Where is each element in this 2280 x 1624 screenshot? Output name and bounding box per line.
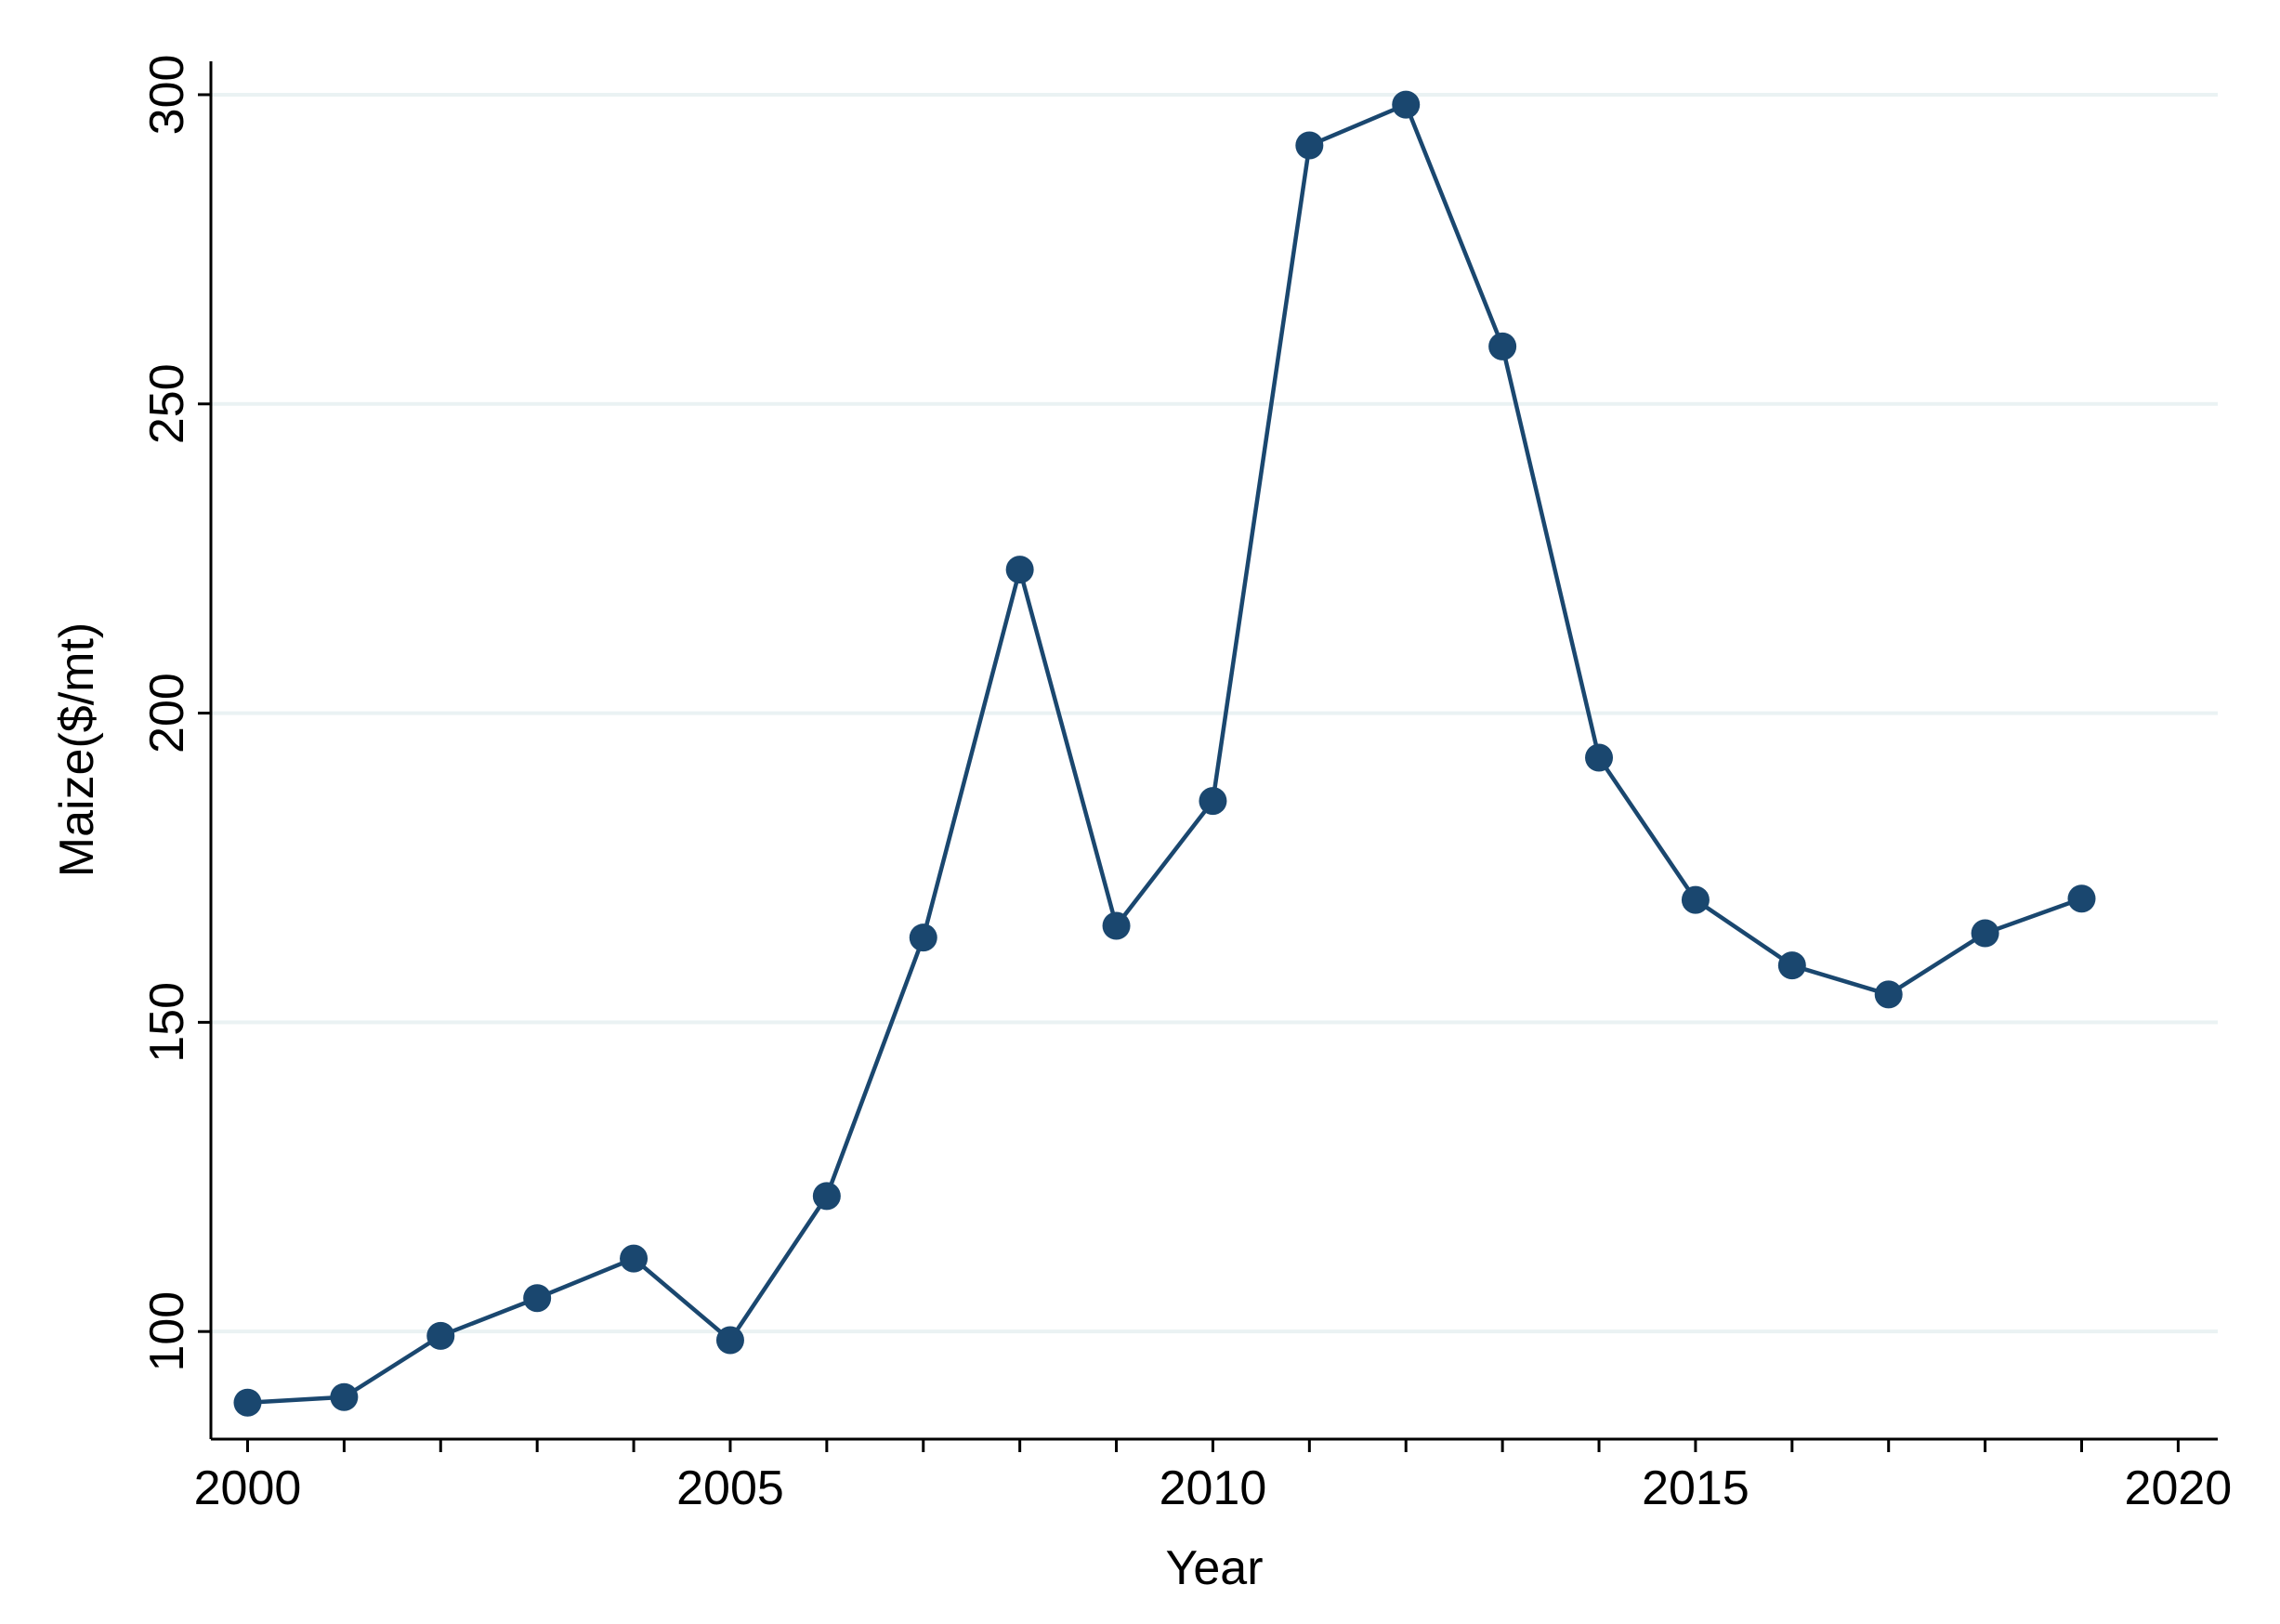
x-tick-label: 2015 <box>1642 1461 1749 1515</box>
marker <box>1199 787 1227 816</box>
marker <box>715 1326 744 1355</box>
y-tick-label: 100 <box>140 1291 194 1372</box>
marker <box>909 923 937 952</box>
x-tick-label: 2020 <box>2125 1461 2233 1515</box>
marker <box>523 1284 552 1313</box>
marker <box>1102 911 1131 940</box>
marker <box>330 1382 359 1411</box>
x-tick-label: 2005 <box>676 1461 784 1515</box>
x-tick-label: 2010 <box>1160 1461 1267 1515</box>
marker <box>812 1182 841 1211</box>
marker <box>426 1321 455 1350</box>
marker <box>233 1388 262 1417</box>
series-line <box>247 101 2083 1405</box>
marker <box>1295 131 1324 160</box>
marker <box>1392 90 1421 119</box>
y-tick-label: 250 <box>140 363 194 444</box>
y-tick-label: 300 <box>140 55 194 136</box>
x-axis-title: Year <box>1165 1541 1263 1595</box>
y-tick-label: 150 <box>140 982 194 1063</box>
marker <box>1777 951 1806 980</box>
marker <box>1005 556 1034 584</box>
marker <box>1971 919 1999 948</box>
y-axis-title: Maize($/mt) <box>50 622 104 877</box>
marker <box>1874 980 1903 1009</box>
marker <box>1681 885 1710 914</box>
marker <box>1488 332 1517 360</box>
marker <box>620 1244 649 1273</box>
marker <box>2067 884 2096 913</box>
y-tick-label: 200 <box>140 673 194 753</box>
marker <box>1585 743 1614 772</box>
x-tick-label: 2000 <box>194 1461 302 1515</box>
